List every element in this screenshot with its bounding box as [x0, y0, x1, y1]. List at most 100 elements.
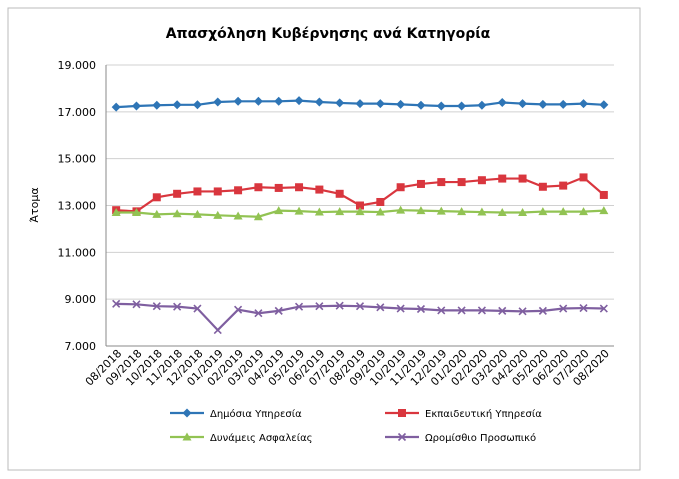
- point: [559, 304, 568, 313]
- point: [599, 304, 608, 313]
- point: [497, 208, 507, 217]
- point: [457, 101, 467, 111]
- point: [396, 205, 406, 214]
- legend-marker: [182, 432, 192, 441]
- point: [477, 100, 487, 110]
- point: [558, 99, 568, 109]
- point: [335, 207, 345, 216]
- point: [579, 207, 589, 216]
- point: [375, 207, 385, 216]
- point: [416, 100, 426, 110]
- point: [457, 306, 466, 315]
- point: [234, 305, 243, 314]
- point: [173, 189, 182, 198]
- point: [579, 99, 589, 109]
- point: [213, 97, 223, 107]
- point: [518, 307, 527, 316]
- point: [579, 303, 588, 313]
- point: [538, 182, 547, 191]
- point: [579, 173, 588, 182]
- point: [111, 102, 121, 112]
- point: [457, 207, 467, 216]
- point: [274, 306, 283, 315]
- point: [559, 181, 568, 190]
- y-tick-label: 17.000: [58, 106, 97, 119]
- legend-label: Δημόσια Υπηρεσία: [210, 408, 302, 420]
- point: [213, 210, 223, 219]
- point: [111, 208, 121, 217]
- point: [172, 100, 182, 110]
- point: [335, 189, 344, 198]
- point: [254, 183, 263, 192]
- point: [599, 100, 609, 110]
- point: [274, 96, 284, 106]
- point: [172, 209, 182, 218]
- point: [253, 212, 263, 221]
- point: [416, 179, 425, 188]
- y-tick-label: 9.000: [65, 293, 97, 306]
- point: [538, 306, 547, 315]
- point: [213, 187, 222, 196]
- point: [396, 183, 405, 192]
- point: [497, 97, 507, 107]
- point: [599, 190, 608, 199]
- point: [213, 326, 222, 335]
- y-tick-label: 13.000: [58, 200, 97, 213]
- point: [314, 207, 324, 216]
- point: [477, 207, 487, 216]
- point: [356, 201, 364, 210]
- point: [152, 193, 161, 202]
- point: [234, 186, 243, 195]
- legend-marker: [398, 409, 406, 417]
- y-tick-label: 11.000: [58, 246, 97, 259]
- point: [396, 304, 405, 313]
- point: [518, 99, 528, 109]
- point: [294, 96, 304, 106]
- chart-title: Απασχόληση Κυβέρνησης ανά Κατηγορία: [166, 26, 491, 42]
- point: [416, 304, 426, 314]
- point: [152, 100, 162, 110]
- point: [518, 208, 528, 217]
- point: [477, 306, 486, 315]
- point: [233, 211, 243, 220]
- point: [457, 178, 466, 187]
- point: [192, 209, 202, 218]
- point: [376, 303, 385, 312]
- point: [498, 306, 507, 315]
- point: [152, 302, 161, 311]
- point: [335, 98, 345, 108]
- y-tick-label: 7.000: [65, 340, 97, 353]
- point: [416, 206, 426, 215]
- point: [375, 99, 385, 109]
- point: [436, 206, 446, 215]
- point: [538, 207, 548, 216]
- point: [253, 96, 263, 106]
- point: [254, 309, 263, 318]
- point: [436, 101, 446, 111]
- point: [315, 302, 324, 311]
- point: [498, 174, 507, 183]
- point: [295, 183, 304, 192]
- point: [173, 302, 182, 311]
- y-tick-label: 19.000: [58, 59, 97, 72]
- point: [131, 208, 141, 217]
- point: [477, 176, 486, 185]
- point: [437, 306, 446, 315]
- point: [192, 100, 202, 110]
- point: [274, 206, 284, 215]
- point: [314, 97, 324, 107]
- legend-marker: [397, 432, 407, 442]
- point: [315, 185, 324, 194]
- point: [335, 301, 344, 310]
- chart-frame: [7, 7, 641, 471]
- point: [376, 197, 385, 206]
- legend-label: Εκπαιδευτική Υπηρεσία: [425, 408, 542, 420]
- point: [233, 96, 243, 106]
- point: [112, 299, 121, 308]
- point: [355, 207, 365, 216]
- point: [518, 174, 527, 183]
- point: [193, 304, 202, 313]
- point: [294, 206, 304, 215]
- point: [294, 302, 304, 311]
